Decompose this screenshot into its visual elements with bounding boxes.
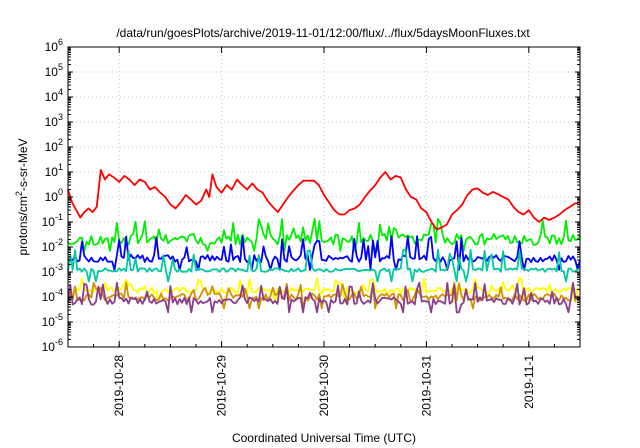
y-tick-label: 106 [45,37,63,54]
x-axis-label: Coordinated Universal Time (UTC) [232,431,416,445]
y-tick-label: 101 [45,162,63,179]
series-line-6 [67,281,581,314]
y-axis-label-base: protons/cm [16,196,30,255]
series-line-2 [67,235,581,271]
y-tick-label: 105 [45,62,63,79]
y-tick-label: 103 [45,112,63,129]
series-layer [67,169,581,314]
y-tick-label: 102 [45,137,63,154]
x-tick-label: 2019-10-29 [215,355,229,417]
x-axis: 2019-10-28 2019-10-29 2019-10-30 2019-10-31… [67,47,581,417]
y-axis-label-sup: 2 [14,191,24,196]
series-line-0 [67,169,581,231]
y-axis: 10-6 10-5 10-4 10-3 10-2 10-1 100 101 102 103 104 1… [42,37,580,354]
x-tick-label: 2019-10-30 [317,355,331,417]
y-tick-label: 10-2 [42,237,63,254]
y-axis-label-rest: -s-sr-MeV [16,138,30,191]
y-tick-label: 10-3 [42,262,63,279]
x-tick-label: 2019-10-31 [419,355,433,417]
y-tick-label: 10-1 [42,212,63,229]
series-line-3 [67,248,581,283]
series-line-4 [67,277,581,303]
x-tick-label: 2019-10-28 [112,355,126,417]
y-tick-label: 10-6 [42,337,63,354]
y-tick-label: 10-4 [42,287,63,304]
series-line-5 [67,281,581,310]
chart-title: /data/run/goesPlots/archive/2019-11-01/1… [116,26,530,40]
x-tick-label: 2019-11-1 [522,355,536,409]
y-tick-label: 10-5 [42,312,63,329]
y-tick-label: 104 [45,87,63,104]
y-tick-label: 100 [45,187,63,204]
series-line-1 [67,217,581,252]
y-axis-label: protons/cm2-s-sr-MeV [14,138,30,255]
